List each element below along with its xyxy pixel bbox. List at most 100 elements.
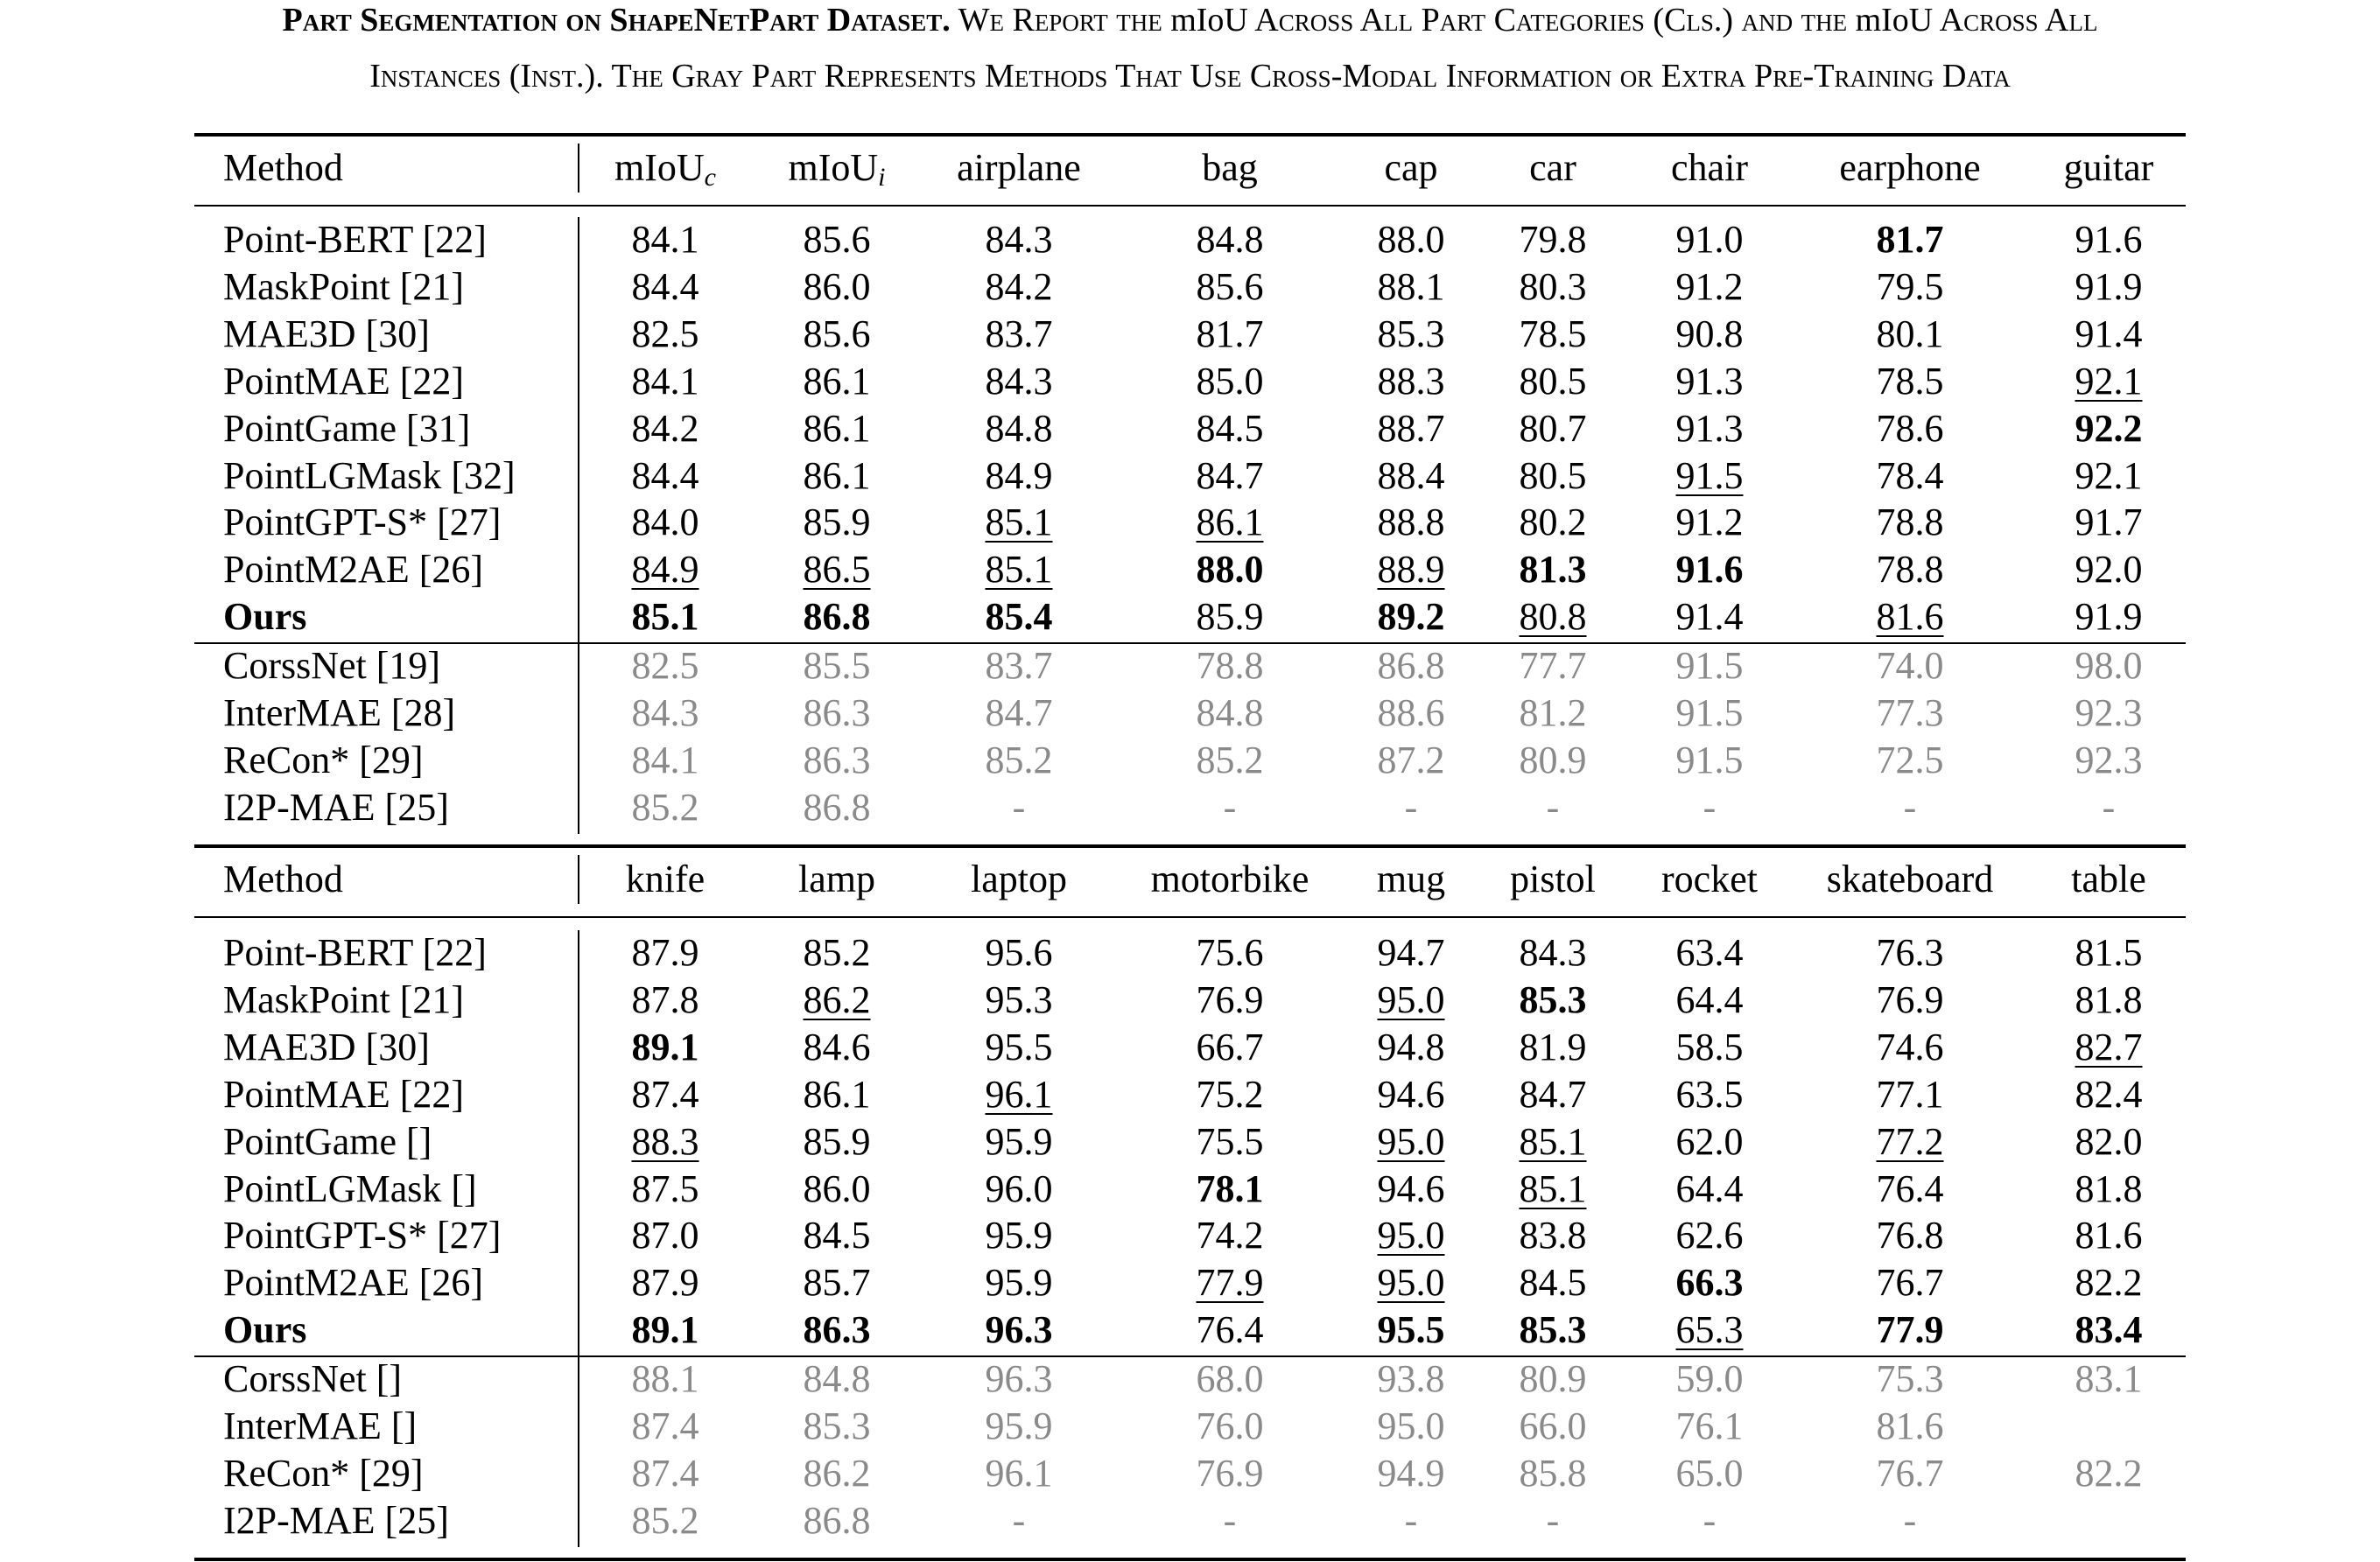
metric-value: 91.7 — [2075, 501, 2143, 544]
metric-value: 86.2 — [803, 1451, 871, 1495]
metric-value: 78.6 — [1876, 406, 1944, 450]
metric-value: - — [1703, 785, 1717, 829]
metric-value: 78.8 — [1876, 548, 1944, 592]
metric-value: 84.1 — [631, 359, 699, 403]
miou-i-subscript: i — [878, 163, 886, 192]
metric-value: 85.0 — [1196, 359, 1264, 403]
metric-value: 88.1 — [631, 1357, 699, 1401]
metric-value: 85.7 — [803, 1261, 871, 1305]
metric-value: 95.0 — [1377, 1404, 1445, 1447]
metric-value: 87.8 — [631, 977, 699, 1021]
metric-value: 84.8 — [803, 1357, 871, 1401]
miou-c-subscript: c — [704, 163, 716, 192]
metric-value: 75.5 — [1196, 1119, 1264, 1163]
metric-value: 86.0 — [803, 1166, 871, 1210]
column-header-table: table — [2071, 858, 2146, 900]
metric-value: 82.0 — [2075, 1119, 2143, 1163]
metric-value: 76.0 — [1196, 1404, 1264, 1447]
metric-value: 85.2 — [985, 738, 1053, 781]
metric-value: 91.9 — [2075, 595, 2143, 639]
method-name: PointM2AE [26] — [223, 548, 483, 592]
method-name: InterMAE [] — [223, 1404, 418, 1447]
metric-value: 91.2 — [1675, 264, 1744, 308]
metric-value: 86.1 — [803, 359, 871, 403]
metric-value: 80.3 — [1519, 264, 1587, 308]
metric-value: 94.7 — [1377, 931, 1445, 974]
method-name: I2P-MAE [25] — [223, 1498, 449, 1542]
metric-value: 84.7 — [985, 691, 1053, 734]
metric-value: 85.2 — [631, 785, 699, 829]
metric-value: 78.5 — [1519, 312, 1587, 355]
metric-value: 91.6 — [2075, 218, 2143, 261]
metric-value: 84.5 — [1519, 1261, 1587, 1305]
metric-value: 88.7 — [1377, 406, 1445, 450]
column-header-skateboard: skateboard — [1826, 858, 1994, 900]
metric-value: 91.5 — [1675, 738, 1744, 781]
caption-line-1: Part Segmentation on ShapeNetPart Datase… — [0, 0, 2380, 48]
method-name: MaskPoint [21] — [223, 264, 464, 308]
metric-value: 89.2 — [1377, 595, 1445, 639]
metric-value: 87.4 — [631, 1451, 699, 1495]
metric-value: 76.9 — [1876, 977, 1944, 1021]
metric-value: 87.4 — [631, 1404, 699, 1447]
metric-value: - — [1546, 1498, 1560, 1542]
metric-value: 91.2 — [1675, 501, 1744, 544]
metric-value: 84.7 — [1196, 453, 1264, 497]
method-name: ReCon* [29] — [223, 738, 424, 781]
metric-value: 79.5 — [1876, 264, 1944, 308]
metric-value: 85.6 — [803, 218, 871, 261]
metric-value: 84.8 — [985, 406, 1053, 450]
miou-c-label: mIoU — [614, 146, 705, 189]
metric-value: 96.3 — [985, 1308, 1053, 1352]
metric-value: 80.9 — [1519, 738, 1587, 781]
metric-value: 85.2 — [631, 1498, 699, 1542]
metric-value: 80.7 — [1519, 406, 1587, 450]
method-name: Ours — [223, 595, 307, 639]
metric-value: 89.1 — [631, 1025, 699, 1068]
metric-value: 81.6 — [2075, 1214, 2143, 1257]
metric-value: 84.9 — [985, 453, 1053, 497]
metric-value: 91.5 — [1675, 691, 1744, 734]
metric-value: 85.2 — [1196, 738, 1264, 781]
column-header-laptop: laptop — [971, 858, 1067, 900]
metric-value: 58.5 — [1675, 1025, 1744, 1068]
metric-value: 75.3 — [1876, 1357, 1944, 1401]
metric-value: 76.9 — [1196, 1451, 1264, 1495]
metric-value: 85.3 — [803, 1404, 871, 1447]
metric-value: 82.2 — [2075, 1261, 2143, 1305]
metric-value: 87.0 — [631, 1214, 699, 1257]
metric-value: 83.1 — [2075, 1357, 2143, 1401]
metric-value: 86.0 — [803, 264, 871, 308]
metric-value: 95.0 — [1377, 977, 1445, 1021]
caption-miou-b: mIoU — [1855, 2, 1934, 39]
metric-value: 95.0 — [1377, 1119, 1445, 1163]
miou-i-label: mIoU — [788, 146, 879, 189]
metric-value: 96.1 — [985, 1451, 1053, 1495]
metric-value: 78.5 — [1876, 359, 1944, 403]
metric-value: 95.3 — [985, 977, 1053, 1021]
method-name: MaskPoint [21] — [223, 977, 464, 1021]
caption-text-b: Across All Part Categories (Cls.) and th… — [1247, 2, 1856, 39]
metric-value: 74.0 — [1876, 644, 1944, 688]
method-name: I2P-MAE [25] — [223, 785, 449, 829]
metric-value: 88.0 — [1377, 218, 1445, 261]
column-header-lamp: lamp — [798, 858, 875, 900]
metric-value: 82.7 — [2075, 1025, 2143, 1068]
metric-value: - — [1903, 785, 1917, 829]
column-header-car: car — [1529, 146, 1576, 189]
caption-text-a: We Report the — [958, 2, 1171, 39]
metric-value: 88.8 — [1377, 501, 1445, 544]
metric-value: 85.1 — [985, 501, 1053, 544]
metric-value: 85.9 — [1196, 595, 1264, 639]
metric-value: 88.9 — [1377, 548, 1445, 592]
method-name: PointGame [31] — [223, 406, 471, 450]
metric-value: 62.6 — [1675, 1214, 1744, 1257]
metric-value: 81.8 — [2075, 1166, 2143, 1210]
metric-value: 88.0 — [1196, 548, 1264, 592]
table-bottom-rule — [194, 1558, 2186, 1561]
metric-value: 86.3 — [803, 691, 871, 734]
metric-value: 95.9 — [985, 1261, 1053, 1305]
metric-value: 86.8 — [803, 595, 871, 639]
metric-value: 76.4 — [1876, 1166, 1944, 1210]
metric-value: 85.3 — [1519, 1308, 1587, 1352]
